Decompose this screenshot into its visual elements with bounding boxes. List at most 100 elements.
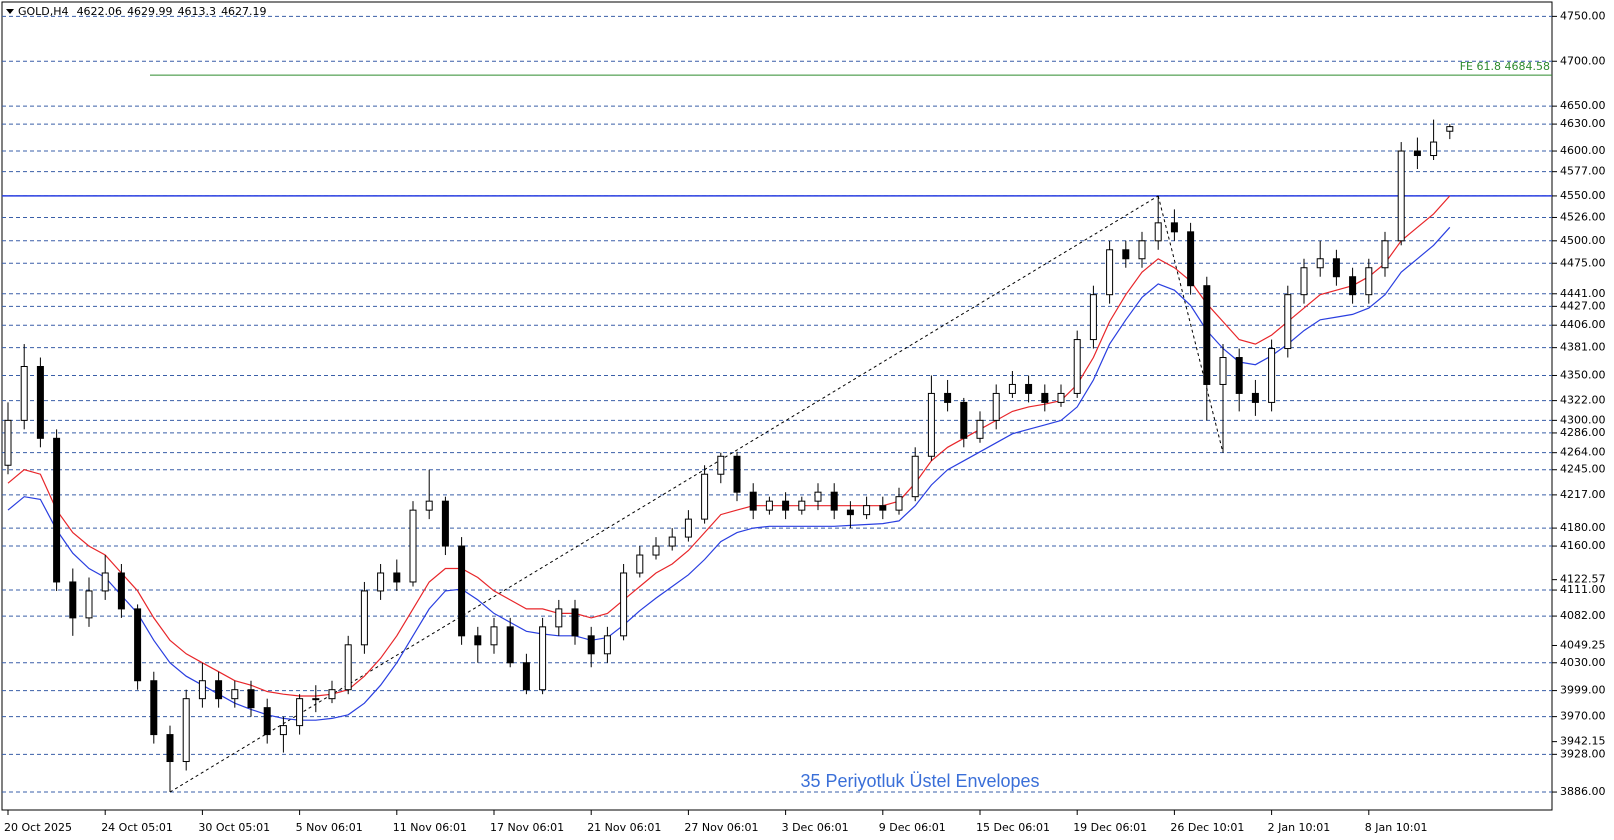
candle-body xyxy=(782,500,790,511)
candle-body xyxy=(733,455,741,493)
candle-body xyxy=(1138,240,1146,260)
candle-body xyxy=(571,608,579,637)
candle-body xyxy=(4,419,12,466)
candle-body xyxy=(53,437,61,583)
candle-body xyxy=(1446,126,1454,132)
x-tick-label: 27 Nov 06:01 xyxy=(684,821,758,834)
candle-body xyxy=(1187,231,1195,287)
y-tick-label: 4381.00 xyxy=(1560,341,1606,354)
header-high: 4629.99 xyxy=(127,5,173,18)
candle-body xyxy=(1170,222,1178,233)
indicator-label: 35 Periyotluk Üstel Envelopes xyxy=(800,771,1039,791)
y-tick-label: 4350.00 xyxy=(1560,368,1606,381)
candle-body xyxy=(1235,357,1243,394)
candle-body xyxy=(960,401,968,439)
candle-body xyxy=(344,644,352,691)
plot-frame xyxy=(1,1,1553,811)
candle-body xyxy=(863,505,871,516)
x-tick-label: 21 Nov 06:01 xyxy=(587,821,661,834)
y-tick-label: 4322.00 xyxy=(1560,394,1606,407)
candle-body xyxy=(1106,249,1114,296)
y-tick-label: 4082.00 xyxy=(1560,609,1606,622)
y-tick-label: 4441.00 xyxy=(1560,287,1606,300)
fe-label: FE 61.8 4684.58 xyxy=(1460,60,1550,73)
candle-body xyxy=(458,545,466,637)
candle-body xyxy=(587,635,595,655)
y-tick-label: 4630.00 xyxy=(1560,117,1606,130)
candle-body xyxy=(506,626,514,664)
candle-body xyxy=(1413,150,1421,157)
y-tick-label: 4030.00 xyxy=(1560,656,1606,669)
candle-body xyxy=(1300,267,1308,296)
y-tick-label: 4049.25 xyxy=(1560,638,1606,651)
candle-body xyxy=(1089,294,1097,341)
candle-body xyxy=(1397,150,1405,242)
y-tick-label: 4475.00 xyxy=(1560,256,1606,269)
x-tick-label: 24 Oct 05:01 xyxy=(101,821,173,834)
x-tick-label: 9 Dec 06:01 xyxy=(879,821,946,834)
candle-body xyxy=(490,626,498,646)
candle-body xyxy=(425,500,433,511)
y-tick-label: 4122.57 xyxy=(1560,573,1606,586)
candle-body xyxy=(409,509,417,583)
y-tick-label: 4406.00 xyxy=(1560,318,1606,331)
candle-body xyxy=(717,455,725,475)
candle-body xyxy=(1057,392,1065,403)
x-tick-label: 26 Dec 10:01 xyxy=(1170,821,1244,834)
y-tick-label: 4111.00 xyxy=(1560,583,1606,596)
x-tick-label: 30 Oct 05:01 xyxy=(198,821,270,834)
candle-body xyxy=(1219,357,1227,385)
candle-body xyxy=(749,491,757,511)
trend-line xyxy=(1157,195,1224,453)
x-tick-label: 8 Jan 10:01 xyxy=(1365,821,1428,834)
y-tick-label: 4286.00 xyxy=(1560,426,1606,439)
candle-body xyxy=(1073,339,1081,394)
y-tick-label: 4180.00 xyxy=(1560,521,1606,534)
candle-body xyxy=(814,491,822,502)
candle-body xyxy=(441,500,449,547)
candle-body xyxy=(263,707,271,736)
candle-body xyxy=(668,536,676,547)
candle-body xyxy=(474,635,482,646)
candle-body xyxy=(69,581,77,619)
candle-body xyxy=(393,572,401,583)
candle-body xyxy=(117,572,125,610)
header-open: 4622.06 xyxy=(77,5,123,18)
chart-header: GOLD,H4 4622.06 4629.99 4613.3 4627.19 xyxy=(18,5,267,18)
x-tick-label: 3 Dec 06:01 xyxy=(782,821,849,834)
candle-body xyxy=(798,500,806,511)
candle-body xyxy=(620,572,628,637)
y-tick-label: 4217.00 xyxy=(1560,488,1606,501)
menu-arrow[interactable] xyxy=(6,9,14,14)
candle-body xyxy=(101,572,109,592)
candle-body xyxy=(1025,383,1033,394)
marks xyxy=(4,119,1454,793)
header-low: 4613.3 xyxy=(178,5,217,18)
candle-body xyxy=(1365,267,1373,296)
candle-body xyxy=(312,698,320,701)
candle-body xyxy=(555,608,563,628)
y-tick-label: 4550.00 xyxy=(1560,189,1606,202)
candle-body xyxy=(603,635,611,655)
x-tick-label: 17 Nov 06:01 xyxy=(490,821,564,834)
grid xyxy=(2,15,1552,793)
candle-body xyxy=(20,365,28,421)
y-tick-label: 4160.00 xyxy=(1560,539,1606,552)
candle-body xyxy=(539,626,547,691)
candle-body xyxy=(522,662,530,691)
candle-body xyxy=(1041,392,1049,403)
symbol: GOLD,H4 xyxy=(18,5,69,18)
candle-body xyxy=(895,496,903,511)
candle-body xyxy=(36,365,44,439)
candle-body xyxy=(976,419,984,439)
candle-body xyxy=(1349,276,1357,296)
y-tick-label: 3970.00 xyxy=(1560,710,1606,723)
candle-body xyxy=(992,392,1000,421)
y-tick-label: 3942.15 xyxy=(1560,735,1606,748)
candle-body xyxy=(1381,240,1389,269)
candle-body xyxy=(830,491,838,511)
candle-body xyxy=(927,392,935,457)
candle-body xyxy=(652,545,660,556)
y-tick-label: 4600.00 xyxy=(1560,144,1606,157)
